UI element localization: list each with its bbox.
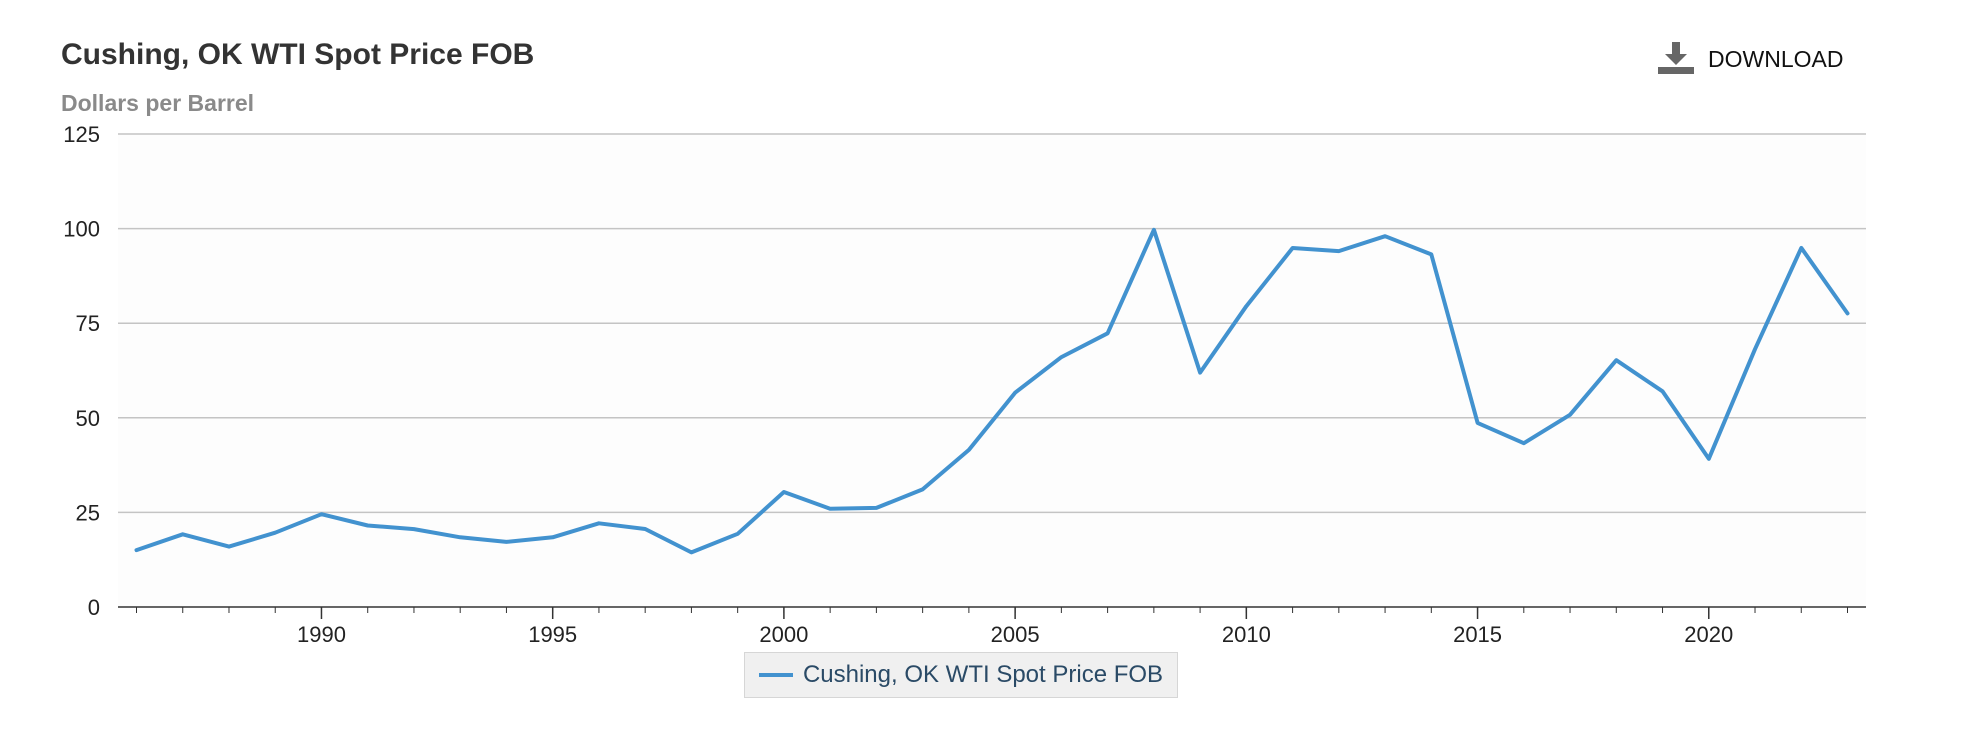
chart-legend[interactable]: Cushing, OK WTI Spot Price FOB (744, 652, 1178, 698)
download-button[interactable]: DOWNLOAD (1658, 42, 1843, 76)
x-tick-label: 1990 (297, 622, 346, 647)
legend-swatch (758, 673, 793, 677)
y-tick-label: 100 (63, 217, 100, 242)
y-tick-label: 25 (76, 500, 100, 525)
y-tick-label: 50 (76, 406, 100, 431)
legend-label: Cushing, OK WTI Spot Price FOB (802, 661, 1164, 688)
y-tick-label: 125 (63, 122, 100, 147)
series-line (134, 227, 1850, 555)
x-tick-label: 2010 (1222, 622, 1271, 647)
download-label: DOWNLOAD (1708, 45, 1844, 72)
y-tick-label: 75 (76, 311, 100, 336)
y-tick-label: 0 (88, 595, 100, 620)
x-tick-label: 2000 (759, 622, 808, 647)
x-tick-label: 2005 (991, 622, 1040, 647)
page-subtitle: Dollars per Barrel (61, 90, 255, 116)
x-tick-label: 1995 (528, 622, 577, 647)
page-title: Cushing, OK WTI Spot Price FOB (61, 38, 535, 71)
x-tick-label: 2015 (1453, 622, 1502, 647)
download-icon (1658, 42, 1694, 74)
plot-area (118, 134, 1866, 607)
x-tick-label: 2020 (1684, 622, 1733, 647)
